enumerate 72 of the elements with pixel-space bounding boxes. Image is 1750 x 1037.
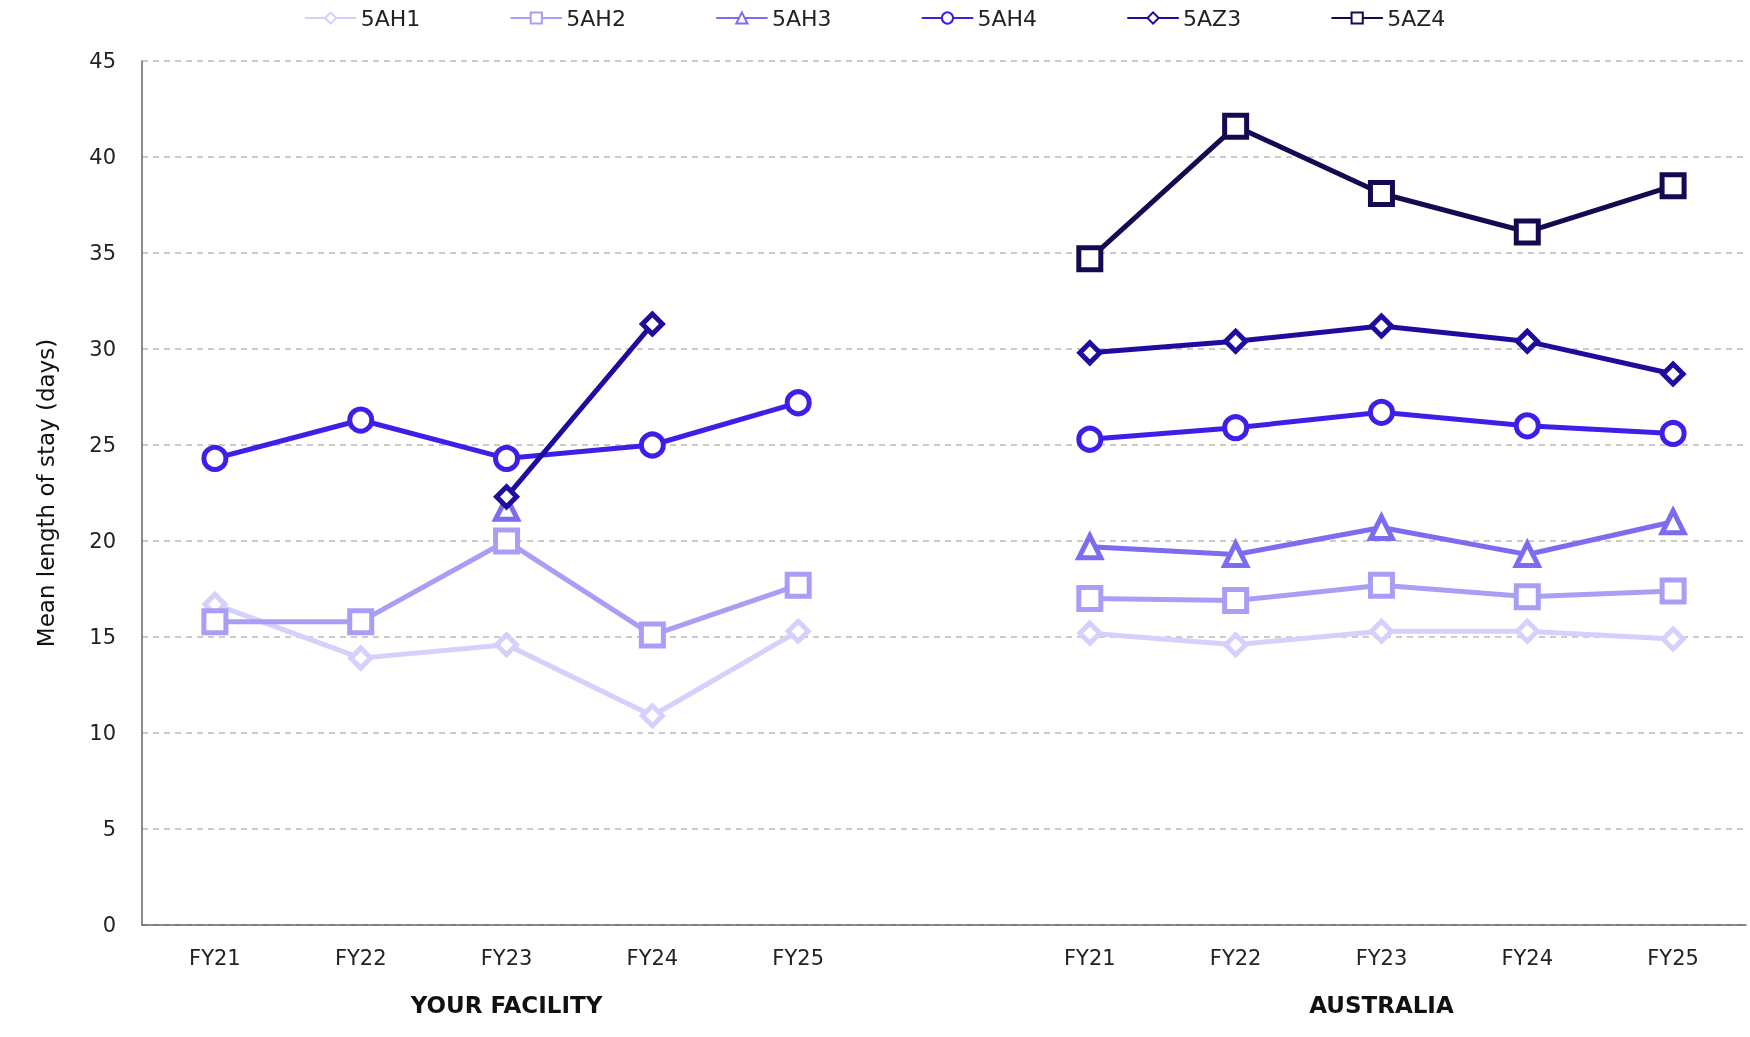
x-tick-label: FY22 xyxy=(1209,945,1262,970)
point xyxy=(494,632,520,658)
point xyxy=(1513,218,1541,246)
point xyxy=(639,311,665,337)
point xyxy=(1367,571,1395,599)
x-tick-label: FY23 xyxy=(480,945,533,970)
legend-label: 5AH2 xyxy=(566,5,626,31)
y-tick-label: 25 xyxy=(89,433,116,457)
legend-label: 5AH4 xyxy=(977,5,1038,31)
point xyxy=(1513,412,1541,440)
x-tick-label: FY24 xyxy=(626,945,679,970)
point xyxy=(1514,618,1540,644)
legend-label: 5AH1 xyxy=(360,5,421,31)
text: YOUR FACILITY xyxy=(409,992,603,1018)
point xyxy=(784,389,812,417)
point xyxy=(1076,425,1104,453)
x-tick-label: FY25 xyxy=(1647,945,1699,970)
y-tick-label: 35 xyxy=(89,241,116,265)
x-tick-label: FY25 xyxy=(772,945,824,970)
y-tick-label: 20 xyxy=(89,529,116,553)
point xyxy=(1367,179,1395,207)
x-tick-label: FY21 xyxy=(1064,945,1116,970)
point xyxy=(493,527,521,555)
point xyxy=(1223,328,1249,354)
point xyxy=(494,484,520,510)
x-tick-label: FY21 xyxy=(189,945,241,970)
point xyxy=(1513,583,1541,611)
point xyxy=(1368,618,1394,644)
point xyxy=(201,608,229,636)
y-tick-label: 45 xyxy=(89,49,116,73)
y-axis-title: Mean length of stay (days) xyxy=(32,338,59,648)
point xyxy=(1660,361,1686,387)
point xyxy=(1077,620,1103,646)
legend-label: 5AH3 xyxy=(771,5,832,31)
point xyxy=(1368,313,1394,339)
y-tick-label: 5 xyxy=(102,817,116,841)
point xyxy=(348,645,374,671)
point xyxy=(1076,585,1104,613)
point xyxy=(784,571,812,599)
point xyxy=(1659,419,1687,447)
point xyxy=(1222,112,1250,140)
point xyxy=(638,431,666,459)
y-tick-label: 15 xyxy=(89,625,116,649)
point xyxy=(1659,172,1687,200)
point xyxy=(1660,626,1686,652)
y-tick-label: 0 xyxy=(102,913,116,937)
x-tick-label: FY22 xyxy=(334,945,387,970)
point xyxy=(1512,538,1543,568)
point xyxy=(1077,340,1103,366)
point xyxy=(1659,577,1687,605)
point xyxy=(638,621,666,649)
x-tick-label: FY23 xyxy=(1355,945,1408,970)
x-tick-label: FY24 xyxy=(1501,945,1554,970)
point xyxy=(785,618,811,644)
point xyxy=(347,406,375,434)
point xyxy=(639,703,665,729)
point xyxy=(347,608,375,636)
y-tick-label: 10 xyxy=(89,721,116,745)
point xyxy=(1367,398,1395,426)
point xyxy=(1223,632,1249,658)
point xyxy=(201,444,229,472)
y-tick-label: 40 xyxy=(89,145,116,169)
point xyxy=(493,444,521,472)
point xyxy=(1222,414,1250,442)
legend-label: 5AZ3 xyxy=(1183,5,1242,31)
point xyxy=(1076,245,1104,273)
point xyxy=(1222,587,1250,615)
point xyxy=(1514,328,1540,354)
point xyxy=(1220,538,1251,568)
y-tick-label: 30 xyxy=(89,337,116,361)
legend-label: 5AZ4 xyxy=(1387,5,1446,31)
text: AUSTRALIA xyxy=(1309,992,1454,1018)
